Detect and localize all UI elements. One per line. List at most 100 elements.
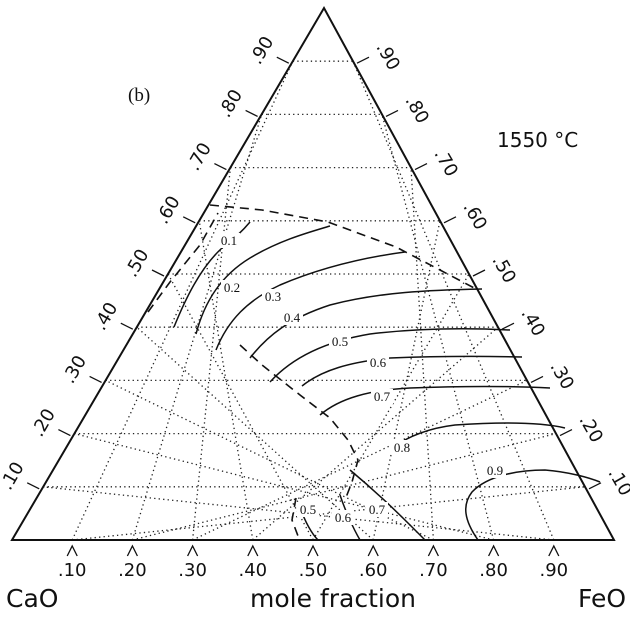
right-tick — [414, 163, 428, 171]
bottom-tick — [307, 544, 319, 557]
left-tick-label: .20 — [27, 405, 60, 440]
contour-line — [195, 225, 331, 335]
dashed-phase-boundary — [147, 204, 479, 537]
right-tick-label: .70 — [430, 145, 463, 180]
boundary-segment — [291, 497, 299, 537]
right-tick-label: .80 — [401, 92, 434, 127]
contour-label-bg — [281, 310, 303, 325]
tick-labels: .10 .10 .10 .20 .20 .20 .30 .30 .30 .40 .40 .40 .50.… — [0, 33, 630, 581]
bottom-tick — [126, 544, 138, 557]
contour-line — [301, 355, 523, 387]
temperature-label: 1550 °C — [497, 128, 579, 152]
grid-line — [72, 486, 586, 541]
bottom-tick-label: .10 — [58, 560, 87, 581]
bottom-tick-label: .90 — [539, 560, 568, 581]
right-tick-label: .40 — [517, 305, 550, 340]
boundary-segment — [239, 344, 359, 501]
right-tick-label: .90 — [372, 39, 405, 74]
left-tick — [245, 109, 258, 117]
bottom-tick — [247, 544, 259, 557]
left-tick-label: .10 — [0, 458, 29, 493]
tick-marks — [26, 56, 602, 557]
iso-activity-contours — [173, 221, 601, 541]
boundary-segment — [209, 204, 479, 291]
left-tick-label: .90 — [246, 33, 279, 68]
triangle-frame — [10, 5, 616, 541]
grid-line — [410, 167, 435, 541]
left-tick — [276, 56, 290, 64]
contour-label: 0.7 — [374, 389, 391, 404]
contour-label-bg — [366, 502, 388, 517]
contour-label: 0.6 — [335, 510, 352, 525]
contour-label: 0.4 — [284, 310, 301, 325]
left-tick — [120, 322, 134, 330]
grid-line — [131, 114, 263, 541]
left-tick-label: .40 — [90, 299, 123, 334]
grid-line — [312, 273, 470, 541]
right-tick — [356, 56, 370, 64]
grid-line — [198, 220, 254, 541]
bottom-tick — [488, 544, 500, 557]
left-tick — [26, 482, 40, 490]
contour-label-bg — [297, 502, 319, 517]
contour-line — [249, 288, 483, 359]
left-tick — [89, 375, 102, 383]
right-tick-label: .30 — [546, 358, 579, 393]
bottom-tick — [187, 544, 199, 557]
right-tick — [443, 216, 457, 224]
contour-label-bg — [332, 510, 354, 525]
contour-line — [319, 385, 551, 416]
left-tick — [58, 429, 71, 437]
contour-label-bg — [367, 355, 389, 370]
contour-line — [465, 469, 601, 541]
right-tick — [501, 322, 515, 330]
contour-label: 0.9 — [487, 463, 503, 478]
bottom-tick — [367, 544, 379, 557]
grid-line — [352, 60, 555, 541]
bottom-tick-label: .80 — [479, 560, 508, 581]
contour-label: 0.3 — [265, 289, 281, 304]
contour-label: 0.5 — [332, 334, 348, 349]
bottom-tick-label: .60 — [359, 560, 388, 581]
left-tick-label: .60 — [152, 192, 185, 227]
left-tick — [151, 269, 165, 277]
bottom-tick-label: .50 — [299, 560, 328, 581]
grid-line — [167, 273, 314, 541]
bottom-tick-label: .20 — [118, 560, 147, 581]
contour-label: 0.6 — [370, 355, 387, 370]
contour-label-bg — [329, 334, 351, 349]
corner-label-feo: FeO — [578, 584, 627, 613]
contour-labels: 0.1 0.2 0.30.4 0.5 0.6 0.7 0.8 0.9 0.5 0.6 0.7 — [218, 233, 506, 525]
right-tick-label: .20 — [575, 411, 608, 446]
grid-line — [252, 326, 499, 541]
right-tick-label: .50 — [488, 252, 521, 287]
contour-label: 0.7 — [369, 502, 386, 517]
contour-line — [391, 422, 566, 449]
left-tick — [214, 163, 227, 171]
right-tick — [559, 429, 573, 437]
contour-label-bg — [262, 289, 284, 304]
boundary-segment — [147, 212, 219, 313]
right-tick-label: .60 — [459, 198, 492, 233]
right-tick — [385, 109, 399, 117]
contour-line — [349, 469, 426, 541]
left-tick-label: .50 — [121, 246, 154, 281]
grid-line — [372, 220, 441, 541]
grid-line — [192, 379, 528, 541]
contour-label-bg — [221, 280, 243, 295]
contour-label: 0.8 — [394, 440, 410, 455]
corner-label-cao: CaO — [6, 584, 59, 613]
right-tick — [472, 269, 486, 277]
grid-line — [132, 432, 557, 541]
right-tick-label: .10 — [604, 464, 630, 499]
axis-title-mole-fraction: mole fraction — [250, 584, 416, 613]
contour-label-bg — [391, 440, 413, 455]
contour-label-bg — [371, 389, 393, 404]
contour-line — [215, 251, 406, 351]
bottom-tick — [66, 544, 78, 557]
contour-label: 0.5 — [300, 502, 316, 517]
grid-line — [74, 432, 494, 541]
contour-line — [269, 328, 511, 383]
bottom-tick — [427, 544, 439, 557]
